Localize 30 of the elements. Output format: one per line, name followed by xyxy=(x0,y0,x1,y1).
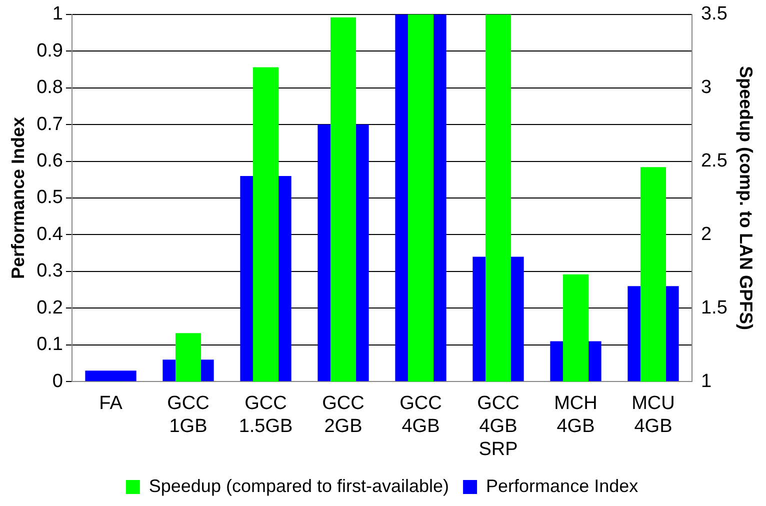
y-tick-label: 0.1 xyxy=(36,334,64,356)
legend-label: Performance Index xyxy=(486,476,638,496)
y-tick-label: 0.9 xyxy=(36,40,64,62)
x-tick-label: FA xyxy=(99,393,123,414)
y-tick-label: 0.5 xyxy=(36,187,64,208)
y2-axis-title: Speedup (comp. to LAN GPFS) xyxy=(736,66,756,330)
y2-tick-label: 1 xyxy=(700,370,712,392)
x-tick-label: GCC 4GB SRP xyxy=(477,393,520,460)
x-tick-label: GCC 4GB xyxy=(400,393,442,438)
x-tick-label: MCU 4GB xyxy=(632,393,675,438)
x-tick-label: GCC 2GB xyxy=(322,393,364,438)
y-tick-label: 0.4 xyxy=(36,224,64,245)
y-tick-label: 1 xyxy=(52,4,64,25)
bar xyxy=(85,370,136,382)
legend-label: Speedup (compared to first-available) xyxy=(148,476,450,496)
y2-tick-label: 1.5 xyxy=(700,297,728,318)
y-tick-label: 0.8 xyxy=(36,77,64,98)
y-tick-label: 0.3 xyxy=(36,260,64,282)
y-tick-label: 0.6 xyxy=(36,150,64,172)
y-tick-label: 0 xyxy=(52,370,64,392)
y2-tick-label: 3 xyxy=(700,77,712,98)
y2-tick-label: 2.5 xyxy=(700,150,728,172)
x-tick-label: MCH 4GB xyxy=(554,393,598,438)
x-tick-label: GCC 1.5GB xyxy=(238,393,293,438)
y-axis-title: Performance Index xyxy=(8,116,28,280)
x-tick-label: GCC 1GB xyxy=(167,393,210,438)
y-tick-label: 0.7 xyxy=(36,114,64,135)
y-tick-label: 0.2 xyxy=(36,297,64,318)
y2-tick-label: 3.5 xyxy=(700,4,728,25)
y2-tick-label: 2 xyxy=(700,224,712,245)
